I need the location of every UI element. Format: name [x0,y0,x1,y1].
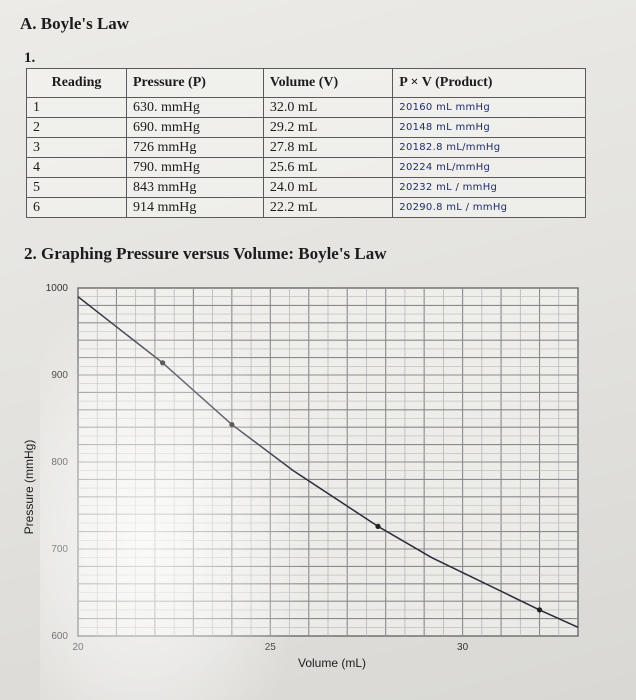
header-product: P × V (Product) [392,68,586,98]
y-tick-label: 800 [51,457,68,468]
x-tick-label: 25 [265,642,277,653]
x-tick-label: 20 [72,642,84,653]
header-volume: Volume (V) [262,68,394,98]
table-row: 2 690. mmHg 29.2 mL 20148 mL mmHg [26,117,586,138]
y-tick-label: 600 [51,631,68,642]
data-point-marker [229,421,235,428]
reading-cell: 6 [26,197,127,218]
pressure-cell: 630. mmHg [125,97,264,118]
x-tick-label: 30 [457,642,469,653]
y-axis-label: Pressure (mmHg) [22,439,36,535]
product-cell: 20290.8 mL / mmHg [392,197,586,218]
boyles-law-data-table: Reading Pressure (P) Volume (V) P × V (P… [26,68,586,218]
y-tick-label: 700 [51,544,68,555]
data-point-marker [375,523,381,529]
item-1-label: 1. [24,50,36,66]
volume-cell: 29.2 mL [262,117,394,138]
data-point-marker [160,360,166,366]
y-tick-label: 900 [51,370,68,381]
y-tick-label: 1000 [46,283,69,294]
section-a-title: A. Boyle's Law [20,14,130,33]
section-2-title: 2. Graphing Pressure versus Volume: Boyl… [24,244,387,263]
table-header-row: Reading Pressure (P) Volume (V) P × V (P… [26,68,586,98]
volume-cell: 24.0 mL [262,177,394,198]
table-row: 6 914 mmHg 22.2 mL 20290.8 mL / mmHg [26,197,586,218]
pressure-cell: 914 mmHg [125,197,264,218]
volume-cell: 22.2 mL [262,197,394,218]
data-point-marker [536,607,543,613]
header-reading: Reading [26,68,127,98]
x-axis-label: Volume (mL) [298,656,367,670]
